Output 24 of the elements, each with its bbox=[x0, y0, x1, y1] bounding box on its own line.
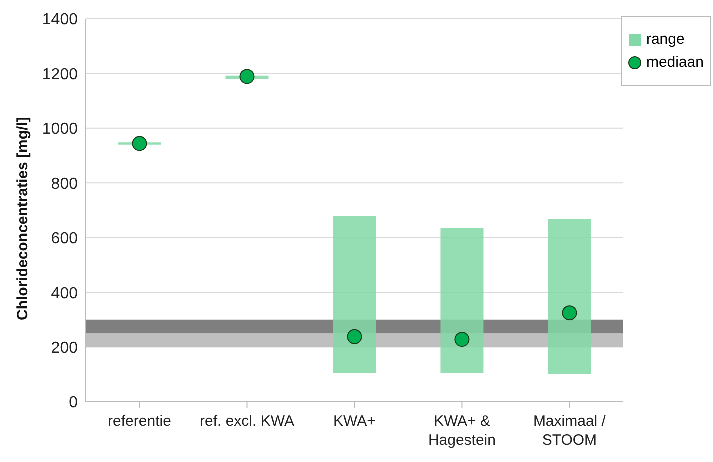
x-tick-label: KWA+ & Hagestein bbox=[428, 413, 496, 449]
legend-label: range bbox=[646, 31, 685, 48]
y-axis-title: Chlorideconcentraties [mg/l] bbox=[14, 117, 32, 320]
y-tick-label: 400 bbox=[51, 285, 78, 302]
point bbox=[132, 136, 148, 152]
bar bbox=[548, 218, 592, 374]
y-tick-label: 0 bbox=[69, 394, 78, 412]
point bbox=[347, 329, 362, 344]
bar bbox=[440, 228, 484, 373]
x-tick-label: KWA+ bbox=[334, 413, 376, 430]
y-tick-label: 200 bbox=[51, 340, 78, 357]
x-tick-label: ref. excl. KWA bbox=[200, 413, 294, 430]
point bbox=[562, 306, 578, 321]
legend-label: mediaan bbox=[646, 54, 704, 71]
y-tick-label: 1000 bbox=[42, 121, 78, 138]
y-tick-label: 1200 bbox=[42, 66, 78, 84]
bar bbox=[333, 216, 376, 373]
x-tick-label: Maximaal / STOOM bbox=[533, 413, 607, 449]
point bbox=[454, 332, 470, 348]
x-tick-label: referentie bbox=[108, 413, 172, 430]
y-tick-label: 800 bbox=[51, 176, 78, 193]
point bbox=[240, 69, 255, 84]
y-tick-label: 1400 bbox=[42, 12, 78, 29]
y-tick-label: 600 bbox=[51, 230, 78, 248]
